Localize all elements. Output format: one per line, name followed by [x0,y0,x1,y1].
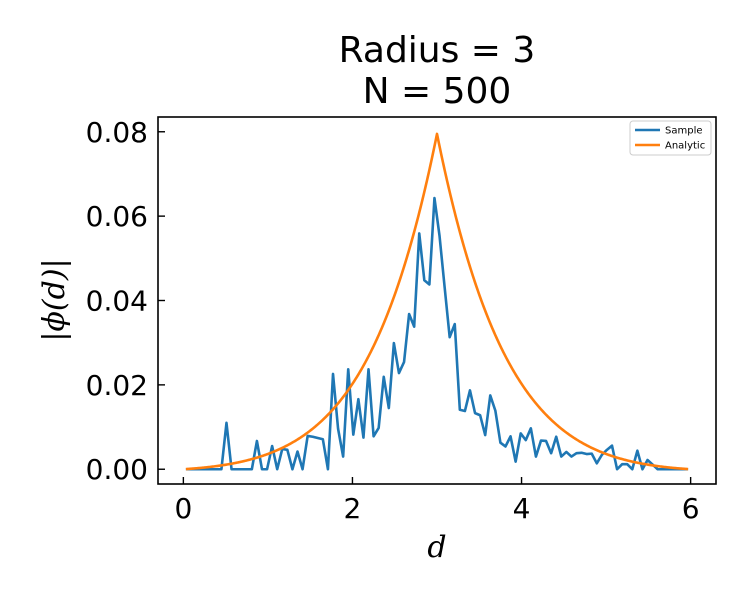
y-axis: 0.00 0.02 0.04 0.06 0.08 [86,116,165,486]
x-tick-label: 2 [344,492,362,525]
plot-frame [158,117,716,484]
plot-area [186,134,688,469]
legend-label-sample: Sample [665,126,703,137]
y-tick-label: 0.06 [86,200,148,233]
y-tick-label: 0.02 [86,369,148,402]
y-axis-label: |ϕ(d)| [37,258,72,341]
legend-label-analytic: Analytic [665,141,705,152]
y-tick-label: 0.08 [86,116,148,149]
x-tick-label: 0 [174,492,192,525]
y-tick-label: 0.00 [86,453,148,486]
x-tick-label: 4 [513,492,531,525]
series-line-sample [186,198,688,469]
x-tick-label: 6 [682,492,700,525]
x-axis-label: d [427,530,446,565]
y-tick-label: 0.04 [86,285,148,318]
chart-title-line-1: Radius = 3 [339,30,536,71]
legend: Sample Analytic [630,121,711,155]
chart-title-line-2: N = 500 [363,71,512,112]
series-line-analytic [186,134,688,469]
